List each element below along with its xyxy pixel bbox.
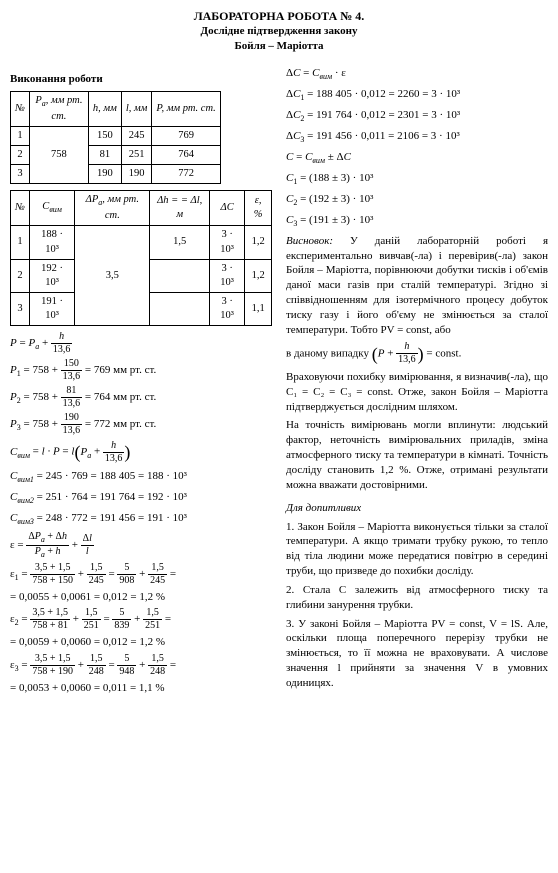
conclusion-eq: в даному випадку (P + h13,6) = const. xyxy=(286,342,548,366)
t2-r2-c: 192 · 10³ xyxy=(29,259,74,292)
t2-r3-e: 1,1 xyxy=(245,293,272,326)
t2-h3: ΔPa, мм рт. ст. xyxy=(75,191,150,226)
dc3: ΔC3 = 191 456 · 0,011 = 2106 = 3 · 10³ xyxy=(286,129,548,146)
dc-def: ΔC = Cвим · ε xyxy=(286,66,548,83)
t2-dp: 3,5 xyxy=(75,226,150,326)
eq-eps: ε = ΔPa + ΔhPa + h + Δll xyxy=(10,532,272,559)
eq-e3: ε3 = 3,5 + 1,5758 + 190 + 1,5248 = 5948 … xyxy=(10,654,272,677)
t1-r3-P: 772 xyxy=(152,165,220,184)
t2-r3-c: 191 · 10³ xyxy=(29,293,74,326)
C1r: C1 = (188 ± 3) · 10³ xyxy=(286,171,548,188)
left-column: Виконання роботи № Pa, мм рт. ст. h, мм … xyxy=(10,62,272,700)
C2r: C2 = (192 ± 3) · 10³ xyxy=(286,192,548,209)
t2-r3-n: 3 xyxy=(11,293,30,326)
t1-h4: l, мм xyxy=(121,91,152,126)
t1-r3-n: 3 xyxy=(11,165,30,184)
title-line1: ЛАБОРАТОРНА РОБОТА № 4. xyxy=(10,8,548,24)
eq-C3: Cвим3 = 248 · 772 = 191 456 = 191 · 10³ xyxy=(10,511,272,528)
t2-r2-dh xyxy=(150,259,210,292)
t1-r1-n: 1 xyxy=(11,126,30,145)
eq-e3b: = 0,0053 + 0,0060 = 0,011 = 1,1 % xyxy=(10,681,272,696)
curious-heading: Для допитливих xyxy=(286,501,548,516)
dc2: ΔC2 = 191 764 · 0,012 = 2301 = 3 · 10³ xyxy=(286,108,548,125)
t2-h1: № xyxy=(11,191,30,226)
eq-e1: ε1 = 3,5 + 1,5758 + 150 + 1,5245 = 5908 … xyxy=(10,563,272,586)
eq-C2: Cвим2 = 251 · 764 = 191 764 = 192 · 10³ xyxy=(10,490,272,507)
t2-h4: Δh = = Δl, м xyxy=(150,191,210,226)
t2-r1-n: 1 xyxy=(11,226,30,259)
cpm: C = Cвим ± ΔC xyxy=(286,150,548,167)
eq-C1: Cвим1 = 245 · 769 = 188 405 = 188 · 10³ xyxy=(10,469,272,486)
t2-r1-c: 188 · 10³ xyxy=(29,226,74,259)
eq-P1: P1 = 758 + 15013,6 = 769 мм рт. ст. xyxy=(10,359,272,382)
C3r: C3 = (191 ± 3) · 10³ xyxy=(286,213,548,230)
t2-r2-e: 1,2 xyxy=(245,259,272,292)
t1-r2-h: 81 xyxy=(88,145,121,164)
t2-r2-dc: 3 · 10³ xyxy=(209,259,244,292)
right-column: ΔC = Cвим · ε ΔC1 = 188 405 · 0,012 = 22… xyxy=(286,62,548,700)
table-2: № Cвим ΔPa, мм рт. ст. Δh = = Δl, м ΔC ε… xyxy=(10,190,272,326)
eq-e2: ε2 = 3,5 + 1,5758 + 81 + 1,5251 = 5839 +… xyxy=(10,608,272,631)
eq-e2b: = 0,0059 + 0,0060 = 0,012 = 1,2 % xyxy=(10,635,272,650)
t1-r1-l: 245 xyxy=(121,126,152,145)
para-3: На точність вимірювань могли вплинути: л… xyxy=(286,418,548,492)
d1: 1. Закон Бойля – Маріотта виконується ті… xyxy=(286,520,548,579)
table-1: № Pa, мм рт. ст. h, мм l, мм P, мм рт. с… xyxy=(10,91,221,185)
d2: 2. Стала C залежить від атмосферного тис… xyxy=(286,583,548,613)
dc1: ΔC1 = 188 405 · 0,012 = 2260 = 3 · 10³ xyxy=(286,87,548,104)
t2-r1-e: 1,2 xyxy=(245,226,272,259)
t1-r1-h: 150 xyxy=(88,126,121,145)
t1-r2-l: 251 xyxy=(121,145,152,164)
conclusion: Висновок: У даній лабораторній роботі я … xyxy=(286,234,548,338)
eq-P3: P3 = 758 + 19013,6 = 772 мм рт. ст. xyxy=(10,413,272,436)
t2-h5: ΔC xyxy=(209,191,244,226)
title-line3: Бойля – Маріотта xyxy=(10,39,548,54)
title-line2: Дослідне підтвердження закону xyxy=(10,24,548,39)
t2-r1-dc: 3 · 10³ xyxy=(209,226,244,259)
para-2: Враховуючи похибку вимірювання, я визнач… xyxy=(286,370,548,415)
t2-r3-dc: 3 · 10³ xyxy=(209,293,244,326)
t1-h5: P, мм рт. ст. xyxy=(152,91,220,126)
t2-r2-n: 2 xyxy=(11,259,30,292)
t1-r1-P: 769 xyxy=(152,126,220,145)
eq-P: P = Pa + h13,6 xyxy=(10,332,272,355)
eq-e1b: = 0,0055 + 0,0061 = 0,012 = 1,2 % xyxy=(10,590,272,605)
d3: 3. У законі Бойля – Маріотта PV = const,… xyxy=(286,617,548,691)
eq-P2: P2 = 758 + 8113,6 = 764 мм рт. ст. xyxy=(10,386,272,409)
t1-h1: № xyxy=(11,91,30,126)
t2-h2: Cвим xyxy=(29,191,74,226)
t1-r3-h: 190 xyxy=(88,165,121,184)
t1-r2-P: 764 xyxy=(152,145,220,164)
eq-Cdef: Cвим = l · P = l(Pa + h13,6) xyxy=(10,440,272,464)
t1-pa: 758 xyxy=(29,126,88,184)
t2-h6: ε, % xyxy=(245,191,272,226)
t2-r3-dh xyxy=(150,293,210,326)
section-heading: Виконання роботи xyxy=(10,72,272,87)
t1-h3: h, мм xyxy=(88,91,121,126)
t1-h2: Pa, мм рт. ст. xyxy=(29,91,88,126)
t1-r3-l: 190 xyxy=(121,165,152,184)
t1-r2-n: 2 xyxy=(11,145,30,164)
t2-r1-dh: 1,5 xyxy=(150,226,210,259)
